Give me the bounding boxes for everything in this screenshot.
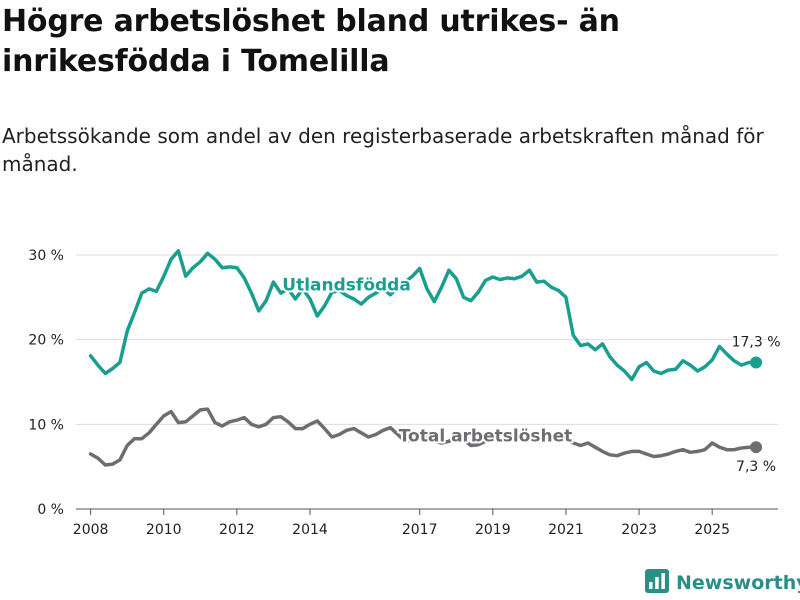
series-labels: 17,3 % 7,3 % Utlandsfödda Total arbetslöshe… — [280, 274, 782, 477]
x-tick-label: 2025 — [694, 522, 730, 538]
series-name-label: Utlandsfödda — [282, 276, 411, 296]
brand-name: Newsworthy — [676, 572, 800, 594]
chart-title: Högre arbetslöshet bland utrikes- än inr… — [2, 4, 620, 79]
x-tick-label: 2017 — [402, 522, 438, 538]
series-end-label: 17,3 % — [732, 335, 781, 351]
y-tick-label: 0 % — [37, 502, 64, 518]
x-tick-label: 2019 — [475, 522, 511, 538]
x-tick-label: 2014 — [292, 522, 328, 538]
series-end-point — [750, 356, 763, 369]
axes: 0 % 10 % 20 % 30 % 2008 2010 2012 2014 2017 2019 2… — [28, 248, 730, 538]
y-tick-label: 20 % — [28, 333, 64, 349]
bar-chart-logo-icon — [645, 569, 669, 597]
series-end-point — [750, 441, 763, 454]
series-line-total — [88, 407, 758, 467]
series-lines — [88, 249, 763, 467]
x-tick-label: 2021 — [548, 522, 584, 538]
series-name-label: Total arbetslöshet — [399, 426, 573, 446]
brand-logo[interactable]: Newsworthy — [645, 569, 800, 597]
gridlines — [76, 254, 778, 510]
y-tick-label: 30 % — [28, 248, 64, 264]
series-line-utlandsfodda — [88, 249, 758, 382]
x-tick-label: 2023 — [621, 522, 657, 538]
chart-subtitle: Arbetssökande som andel av den registerb… — [2, 124, 764, 176]
y-tick-label: 10 % — [28, 417, 64, 433]
x-tick-label: 2008 — [73, 522, 109, 538]
series-end-label: 7,3 % — [736, 459, 776, 475]
x-tick-label: 2012 — [219, 522, 255, 538]
x-tick-label: 2010 — [146, 522, 182, 538]
